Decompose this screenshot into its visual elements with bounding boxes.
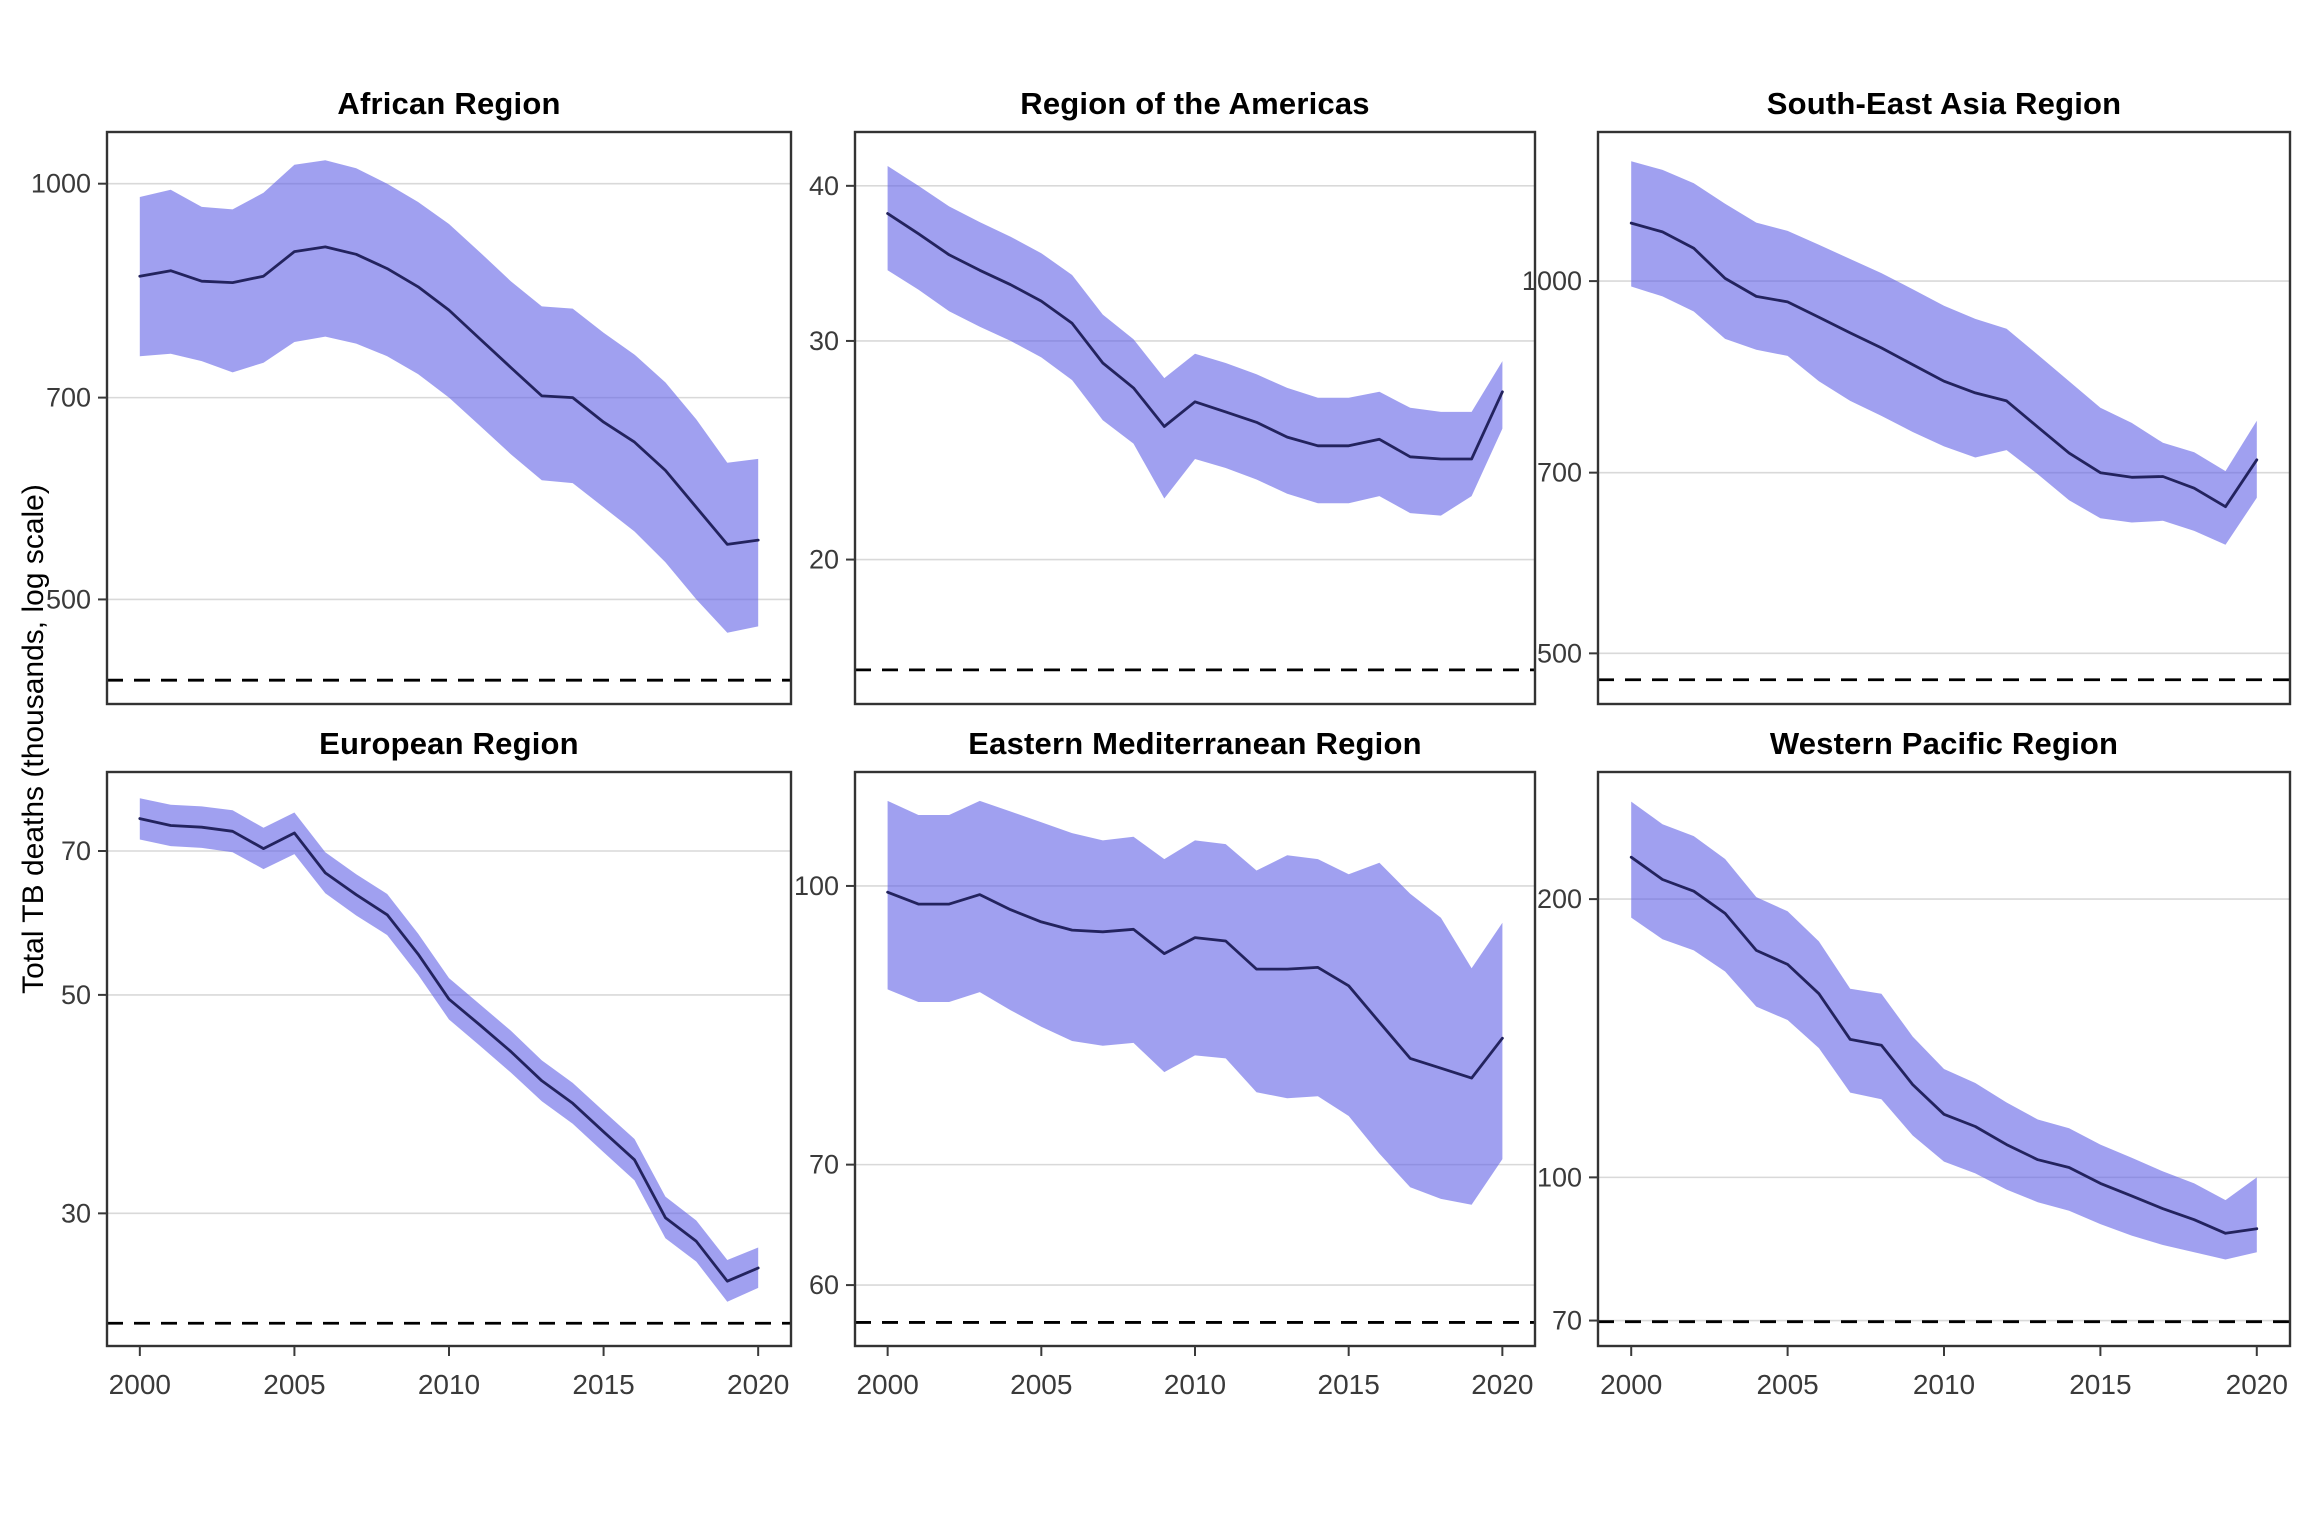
chart-european-region: 70 50 30 2000 2005 2010 2015 2020 <box>61 770 793 1400</box>
svg-text:2000: 2000 <box>1600 1369 1662 1400</box>
svg-text:2015: 2015 <box>572 1369 634 1400</box>
panel-title-eastern-mediterranean-region: Eastern Mediterranean Region <box>968 726 1422 761</box>
svg-text:2010: 2010 <box>418 1369 480 1400</box>
svg-text:20: 20 <box>809 545 839 575</box>
svg-text:30: 30 <box>61 1198 91 1228</box>
svg-text:200: 200 <box>1537 884 1582 914</box>
panel-title-south-east-asia-region: South-East Asia Region <box>1766 86 2122 121</box>
chart-south-east-asia-region: 1000 700 500 <box>1522 130 2292 706</box>
svg-text:60: 60 <box>809 1270 839 1300</box>
svg-text:70: 70 <box>61 836 91 866</box>
svg-text:1000: 1000 <box>1522 266 1582 296</box>
svg-text:2020: 2020 <box>1471 1369 1533 1400</box>
svg-text:2015: 2015 <box>2069 1369 2131 1400</box>
svg-text:2005: 2005 <box>1756 1369 1818 1400</box>
svg-text:700: 700 <box>1537 458 1582 488</box>
svg-text:2005: 2005 <box>263 1369 325 1400</box>
chart-region-of-the-americas: 40 30 20 <box>809 130 1537 706</box>
chart-african-region: 1000 700 500 <box>31 130 793 706</box>
svg-text:1000: 1000 <box>31 169 91 199</box>
svg-text:500: 500 <box>1537 638 1582 668</box>
svg-text:50: 50 <box>61 980 91 1010</box>
chart-western-pacific-region: 200 100 70 2000 2005 2010 2015 2020 <box>1537 770 2292 1400</box>
panel-title-european-region: European Region <box>319 726 579 761</box>
svg-text:40: 40 <box>809 171 839 201</box>
svg-text:2010: 2010 <box>1164 1369 1226 1400</box>
panel-title-african-region: African Region <box>337 86 561 121</box>
svg-text:70: 70 <box>1552 1306 1582 1336</box>
svg-text:700: 700 <box>46 383 91 413</box>
panel-title-region-of-the-americas: Region of the Americas <box>1020 86 1370 121</box>
svg-text:2010: 2010 <box>1913 1369 1975 1400</box>
svg-text:2000: 2000 <box>856 1369 918 1400</box>
svg-text:70: 70 <box>809 1150 839 1180</box>
svg-text:2000: 2000 <box>109 1369 171 1400</box>
svg-text:30: 30 <box>809 326 839 356</box>
svg-text:500: 500 <box>46 584 91 614</box>
svg-text:2020: 2020 <box>2226 1369 2288 1400</box>
panel-title-western-pacific-region: Western Pacific Region <box>1769 726 2119 761</box>
svg-text:100: 100 <box>794 871 839 901</box>
chart-eastern-mediterranean-region: 100 70 60 2000 2005 2010 2015 2020 <box>794 770 1537 1400</box>
svg-text:100: 100 <box>1537 1162 1582 1192</box>
svg-text:2020: 2020 <box>727 1369 789 1400</box>
svg-text:2005: 2005 <box>1010 1369 1072 1400</box>
svg-text:2015: 2015 <box>1318 1369 1380 1400</box>
